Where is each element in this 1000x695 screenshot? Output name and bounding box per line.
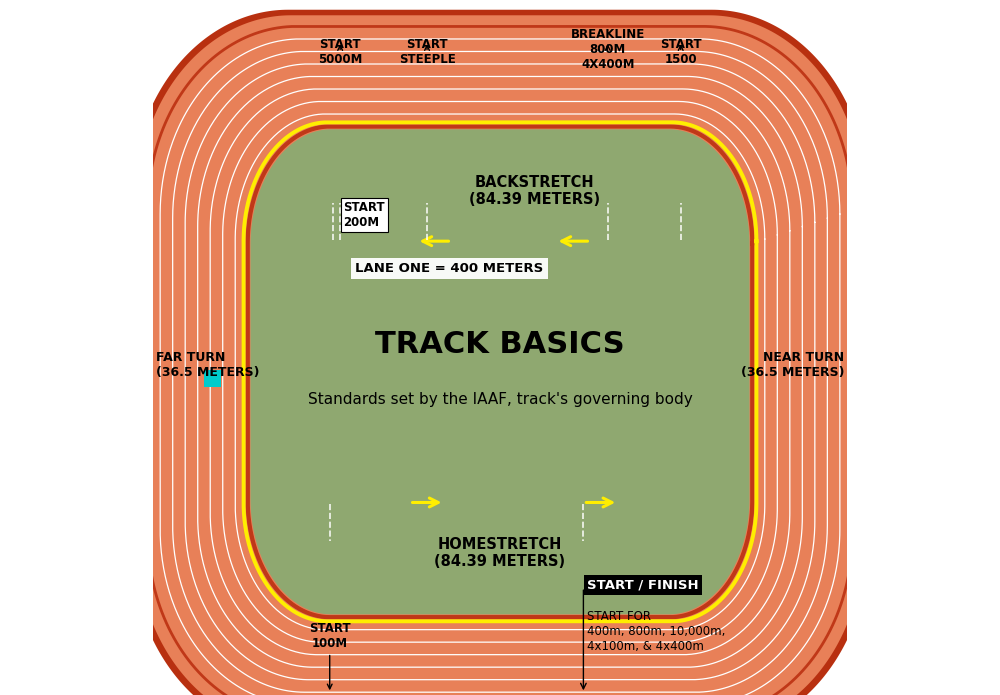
Text: START / FINISH: START / FINISH (587, 578, 698, 591)
Polygon shape (137, 15, 863, 695)
Text: BREAKLINE
800M
4X400M: BREAKLINE 800M 4X400M (571, 28, 645, 71)
Text: LANE ONE = 400 METERS: LANE ONE = 400 METERS (355, 262, 544, 275)
Text: NEAR TURN
(36.5 METERS): NEAR TURN (36.5 METERS) (741, 351, 844, 379)
Text: START
100M: START 100M (309, 622, 351, 689)
Text: START
200M: START 200M (344, 202, 385, 229)
Text: HOMESTRETCH
(84.39 METERS): HOMESTRETCH (84.39 METERS) (434, 537, 566, 569)
Polygon shape (250, 129, 750, 614)
Text: FAR TURN
(36.5 METERS): FAR TURN (36.5 METERS) (156, 351, 259, 379)
Text: Standards set by the IAAF, track's governing body: Standards set by the IAAF, track's gover… (308, 392, 692, 407)
Text: TRACK BASICS: TRACK BASICS (375, 329, 625, 359)
Bar (204, 370, 221, 387)
Text: START
1500: START 1500 (660, 38, 702, 66)
Text: BACKSTRETCH
(84.39 METERS): BACKSTRETCH (84.39 METERS) (469, 174, 600, 207)
Text: START
5000M: START 5000M (318, 38, 362, 66)
Text: START FOR
400m, 800m, 10,000m,
4x100m, & 4x400m: START FOR 400m, 800m, 10,000m, 4x100m, &… (587, 610, 725, 653)
Text: START
STEEPLE: START STEEPLE (399, 38, 455, 66)
Polygon shape (131, 10, 869, 695)
